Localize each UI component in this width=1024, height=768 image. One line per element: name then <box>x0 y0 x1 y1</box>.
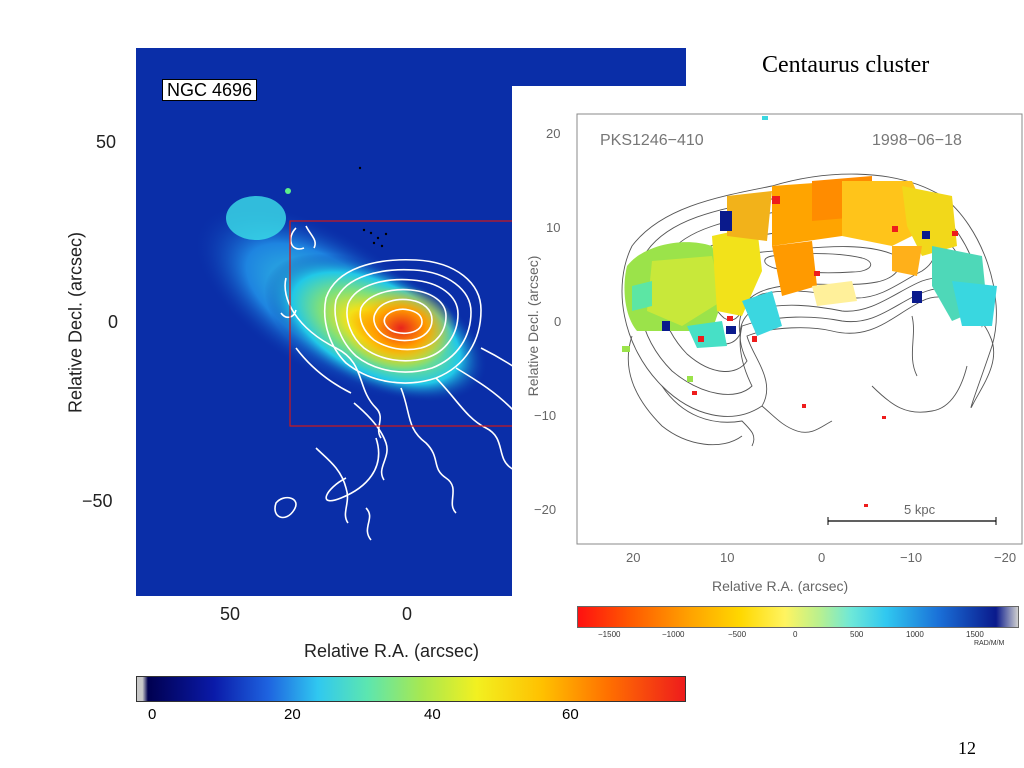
left-colorbar-tick-60: 60 <box>562 706 579 723</box>
rm-pixels <box>622 116 958 507</box>
observation-date-label: 1998−06−18 <box>872 132 962 149</box>
scale-bar-label: 5 kpc <box>904 502 936 517</box>
slide-title: Centaurus cluster <box>762 52 930 78</box>
right-map-panel <box>512 86 1024 696</box>
right-colorbar-tick-1500: 1500 <box>966 630 984 639</box>
left-y-tick-50: 50 <box>96 132 117 152</box>
right-colorbar-tick-minus500: −500 <box>728 630 747 639</box>
left-colorbar-tick-20: 20 <box>284 706 301 723</box>
left-colorbar-tick-40: 40 <box>424 706 441 723</box>
right-x-tick-10: 10 <box>720 550 735 565</box>
left-y-tick-0: 0 <box>108 312 119 332</box>
left-x-tick-50: 50 <box>220 604 241 624</box>
right-colorbar-tick-0: 0 <box>793 630 798 639</box>
right-y-axis-label: Relative Decl. (arcsec) <box>525 255 541 397</box>
right-colorbar-tick-minus1500: −1500 <box>598 630 621 639</box>
right-x-tick-minus20: −20 <box>994 550 1017 565</box>
right-colorbar-tick-1000: 1000 <box>906 630 924 639</box>
right-y-tick-10: 10 <box>546 220 561 235</box>
right-y-tick-20: 20 <box>546 126 561 141</box>
source-name-label: PKS1246−410 <box>600 132 704 149</box>
page-number: 12 <box>958 738 976 758</box>
right-x-tick-minus10: −10 <box>900 550 923 565</box>
right-x-tick-0: 0 <box>818 550 826 565</box>
rm-patches <box>624 176 997 348</box>
right-colorbar-tick-minus1000: −1000 <box>662 630 685 639</box>
right-colorbar-unit: RAD/M/M <box>974 640 1005 647</box>
left-y-axis-label: Relative Decl. (arcsec) <box>65 231 86 414</box>
right-colorbar <box>577 606 1019 628</box>
right-x-tick-20: 20 <box>626 550 641 565</box>
galaxy-label: NGC 4696 <box>162 79 258 101</box>
right-colorbar-tick-500: 500 <box>850 630 864 639</box>
left-colorbar <box>136 676 686 702</box>
right-x-axis-label: Relative R.A. (arcsec) <box>712 578 849 594</box>
left-colorbar-tick-0: 0 <box>148 706 157 723</box>
left-y-tick-minus50: −50 <box>82 491 113 511</box>
right-y-tick-minus20: −20 <box>534 502 557 517</box>
right-map-svg <box>576 113 1023 545</box>
left-x-tick-0: 0 <box>402 604 413 624</box>
radio-contours <box>274 225 552 541</box>
right-y-tick-0: 0 <box>554 314 562 329</box>
contour-dots <box>358 166 388 248</box>
right-y-tick-minus10: −10 <box>534 408 557 423</box>
left-x-axis-label: Relative R.A. (arcsec) <box>304 641 480 661</box>
